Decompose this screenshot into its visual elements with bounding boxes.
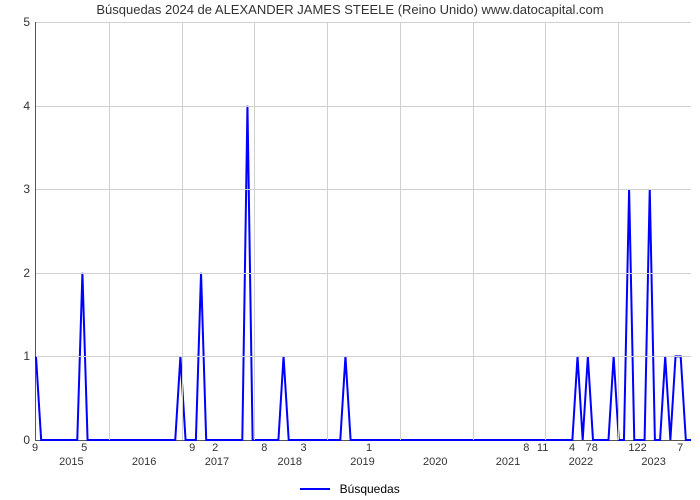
xtick-label: 2015: [59, 456, 83, 468]
data-label: 11: [537, 442, 548, 454]
gridline-v: [254, 22, 255, 440]
line-series: [36, 22, 691, 440]
gridline-h: [36, 22, 691, 23]
xtick-label: 2020: [423, 456, 447, 468]
data-label: 8: [261, 442, 267, 454]
chart-title: Búsquedas 2024 de ALEXANDER JAMES STEELE…: [0, 2, 700, 17]
data-label: 7: [677, 442, 683, 454]
gridline-v: [400, 22, 401, 440]
gridline-h: [36, 189, 691, 190]
ytick-label: 2: [5, 266, 30, 280]
xtick-label: 2019: [350, 456, 374, 468]
chart-container: Búsquedas 2024 de ALEXANDER JAMES STEELE…: [0, 0, 700, 500]
data-label: 9: [189, 442, 195, 454]
xtick-label: 2016: [132, 456, 156, 468]
legend-text: Búsquedas: [340, 482, 400, 496]
data-label: 122: [628, 442, 646, 454]
data-label: 8: [523, 442, 529, 454]
xtick-label: 2018: [277, 456, 301, 468]
data-label: 9: [32, 442, 38, 454]
gridline-v: [473, 22, 474, 440]
gridline-h: [36, 273, 691, 274]
gridline-h: [36, 106, 691, 107]
data-label: 78: [586, 442, 598, 454]
gridline-v: [545, 22, 546, 440]
data-label: 4: [569, 442, 575, 454]
gridline-v: [109, 22, 110, 440]
xtick-label: 2023: [641, 456, 665, 468]
xtick-label: 2021: [496, 456, 520, 468]
ytick-label: 5: [5, 15, 30, 29]
xtick-label: 2017: [205, 456, 229, 468]
ytick-label: 0: [5, 433, 30, 447]
plot-area: [35, 22, 691, 441]
data-label: 3: [300, 442, 306, 454]
ytick-label: 4: [5, 99, 30, 113]
ytick-label: 1: [5, 349, 30, 363]
data-label: 2: [212, 442, 218, 454]
gridline-v: [618, 22, 619, 440]
legend: Búsquedas: [0, 481, 700, 496]
gridline-v: [182, 22, 183, 440]
legend-swatch: [300, 488, 330, 490]
xtick-label: 2022: [569, 456, 593, 468]
data-label: 5: [81, 442, 87, 454]
data-label: 1: [366, 442, 372, 454]
gridline-v: [327, 22, 328, 440]
gridline-h: [36, 356, 691, 357]
ytick-label: 3: [5, 182, 30, 196]
